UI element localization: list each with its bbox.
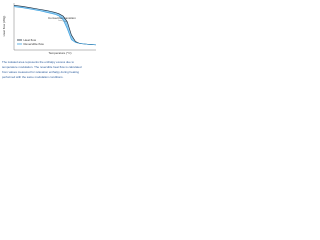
annotation: Convective transition	[48, 16, 76, 20]
caption-line: The isolated area represents the enthalp…	[2, 60, 74, 64]
legend-label: Reversible flow	[24, 42, 45, 46]
annotation-leader	[57, 19, 68, 22]
caption-line: from values measured for relaxation enth…	[2, 70, 79, 74]
caption-line: temperature modulation. The reversible h…	[2, 65, 82, 69]
enthalpy-area	[14, 5, 96, 45]
legend-label: Heat flow	[24, 38, 37, 42]
caption-line: performed with the same modulation condi…	[2, 75, 64, 79]
y-axis-label: Heat flow (W/g)	[2, 16, 6, 37]
series-line	[13, 6, 97, 46]
chart: Heat flow (W/g) Temperature (°C) Convect…	[2, 3, 97, 79]
x-axis-label: Temperature (°C)	[48, 51, 71, 55]
